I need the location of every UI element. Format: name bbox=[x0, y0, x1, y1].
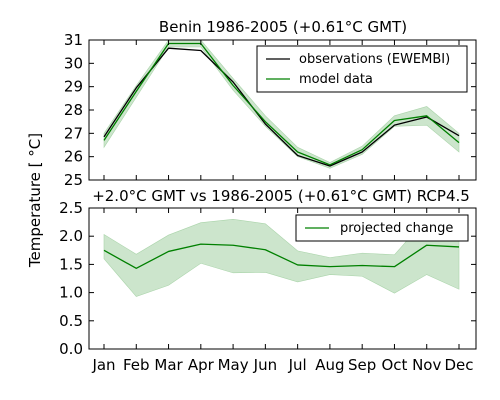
band-0-1 bbox=[103, 39, 460, 169]
x-tick-label: Jan bbox=[91, 356, 115, 374]
y-tick-label: 0.5 bbox=[59, 312, 83, 330]
x-tick-label: Aug bbox=[315, 356, 344, 374]
y-tick-label: 0.0 bbox=[59, 340, 83, 358]
x-tick-label: Nov bbox=[412, 356, 441, 374]
shared-y-axis-label: Temperature [ °C] bbox=[26, 133, 44, 268]
series-line-0-0 bbox=[103, 47, 460, 167]
y-tick-label: 31 bbox=[64, 31, 83, 49]
series-line-0-1 bbox=[103, 42, 460, 166]
chart-top-temperature: Benin 1986-2005 (+0.61°C GMT) 25 26 27 28 29… bbox=[64, 18, 477, 189]
x-tick-label: May bbox=[218, 356, 249, 374]
y-tick-label: 1.0 bbox=[59, 284, 83, 302]
y-tick-label: 29 bbox=[64, 78, 83, 96]
y-tick-label: 1.5 bbox=[59, 255, 83, 273]
y-tick-label: 25 bbox=[64, 171, 83, 189]
y-tick-label: 27 bbox=[64, 124, 83, 142]
bottom-ticks: 0.0 0.5 1.0 1.5 2.0 2.5 Jan Feb Mar Apr May Jun Jul A… bbox=[59, 199, 476, 374]
bottom-lines bbox=[103, 243, 460, 270]
chart-top-title: Benin 1986-2005 (+0.61°C GMT) bbox=[159, 18, 407, 36]
top-lines bbox=[103, 42, 460, 167]
top-ticks: 25 26 27 28 29 30 31 bbox=[64, 31, 476, 189]
x-tick-label: Jun bbox=[253, 356, 277, 374]
y-tick-label: 30 bbox=[64, 54, 83, 72]
x-tick-label: Jul bbox=[288, 356, 307, 374]
chart-top-legend-box bbox=[256, 45, 468, 93]
y-tick-label: 26 bbox=[64, 148, 83, 166]
top-bands bbox=[103, 39, 460, 169]
x-tick-label: Apr bbox=[188, 356, 215, 374]
y-tick-label: 2.0 bbox=[59, 227, 83, 245]
chart-top-legend: observations (EWEMBI) model data bbox=[256, 45, 468, 93]
y-tick-label: 28 bbox=[64, 101, 83, 119]
x-tick-label: Sep bbox=[348, 356, 376, 374]
chart-bottom-legend: projected change bbox=[295, 214, 469, 242]
legend-label-model-data: model data bbox=[299, 72, 373, 87]
legend-label-projected-change: projected change bbox=[340, 221, 453, 236]
chart-bottom-frame bbox=[88, 207, 477, 350]
x-tick-label: Dec bbox=[444, 356, 473, 374]
chart-bottom-projected-change: +2.0°C GMT vs 1986-2005 (+0.61°C GMT) RC… bbox=[59, 187, 477, 374]
x-tick-label: Oct bbox=[381, 356, 407, 374]
chart-bottom-title: +2.0°C GMT vs 1986-2005 (+0.61°C GMT) RC… bbox=[92, 187, 470, 205]
y-tick-label: 2.5 bbox=[59, 199, 83, 217]
x-tick-label: Feb bbox=[123, 356, 150, 374]
legend-label-observations: observations (EWEMBI) bbox=[299, 52, 450, 67]
series-line-1-0 bbox=[103, 243, 460, 270]
x-tick-label: Mar bbox=[154, 356, 183, 374]
